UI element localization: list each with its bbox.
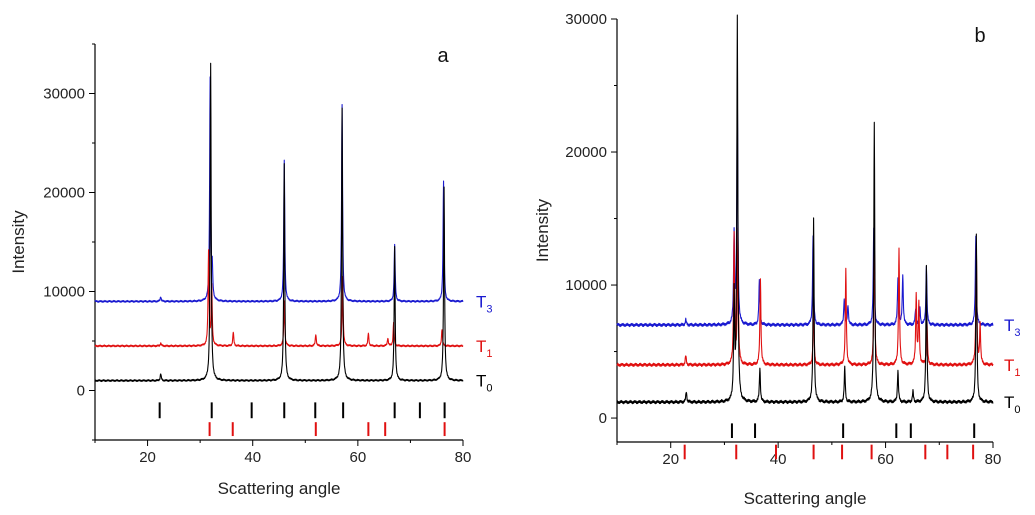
panel-b: 20 40 60 80 0 10000 20000 30000 Scattering angle… (533, 11, 1021, 508)
y-tick-label: 0 (599, 410, 607, 427)
x-tick-label: 40 (770, 451, 787, 468)
x-tick-label: 20 (139, 449, 156, 466)
series-label-main: T (476, 292, 486, 311)
series-label-main: T (1004, 316, 1014, 335)
y-axis-label: Intensity (533, 198, 552, 262)
x-tick-label: 40 (244, 449, 261, 466)
panel-label: b (974, 25, 985, 47)
panel-a: 20 40 60 80 0 10000 20000 30000 Scattering angle… (9, 43, 493, 498)
series-line-T3 (94, 76, 464, 303)
series-label: T0 (476, 372, 493, 395)
series-label: T3 (476, 292, 493, 315)
series-label: T3 (1004, 316, 1021, 339)
series-label-main: T (476, 372, 486, 391)
y-tick-label: 0 (77, 383, 85, 400)
series-line-T1 (94, 249, 464, 348)
series-label-sub: 3 (486, 303, 492, 315)
series-line-T0 (94, 62, 464, 383)
series-label-sub: 3 (1014, 327, 1020, 339)
series-line-T1 (616, 227, 994, 368)
y-tick-label: 30000 (565, 11, 607, 28)
x-axis-label: Scattering angle (744, 489, 867, 508)
series-line-T3 (616, 87, 994, 328)
x-axis-label: Scattering angle (218, 479, 341, 498)
x-tick-label: 80 (455, 449, 472, 466)
series-label-main: T (1004, 356, 1014, 375)
series-label-main: T (476, 337, 486, 356)
x-tick-label: 60 (350, 449, 367, 466)
series-label: T1 (1004, 356, 1021, 379)
series-label-sub: 0 (1014, 404, 1020, 416)
series-label: T0 (1004, 393, 1021, 416)
series-label-sub: 1 (1014, 367, 1020, 379)
series-label: T1 (476, 337, 493, 360)
y-tick-label: 20000 (565, 144, 607, 161)
x-tick-label: 20 (662, 451, 679, 468)
y-tick-label: 10000 (565, 277, 607, 294)
x-tick-label: 60 (877, 451, 894, 468)
panel-label: a (437, 45, 449, 67)
x-tick-label: 80 (985, 451, 1002, 468)
series-label-sub: 0 (486, 383, 492, 395)
y-tick-label: 20000 (43, 185, 85, 202)
y-tick-label: 30000 (43, 86, 85, 103)
series-label-sub: 1 (486, 348, 492, 360)
series-line-T0 (616, 14, 994, 405)
y-axis-label: Intensity (9, 210, 28, 274)
series-label-main: T (1004, 393, 1014, 412)
y-tick-label: 10000 (43, 284, 85, 301)
